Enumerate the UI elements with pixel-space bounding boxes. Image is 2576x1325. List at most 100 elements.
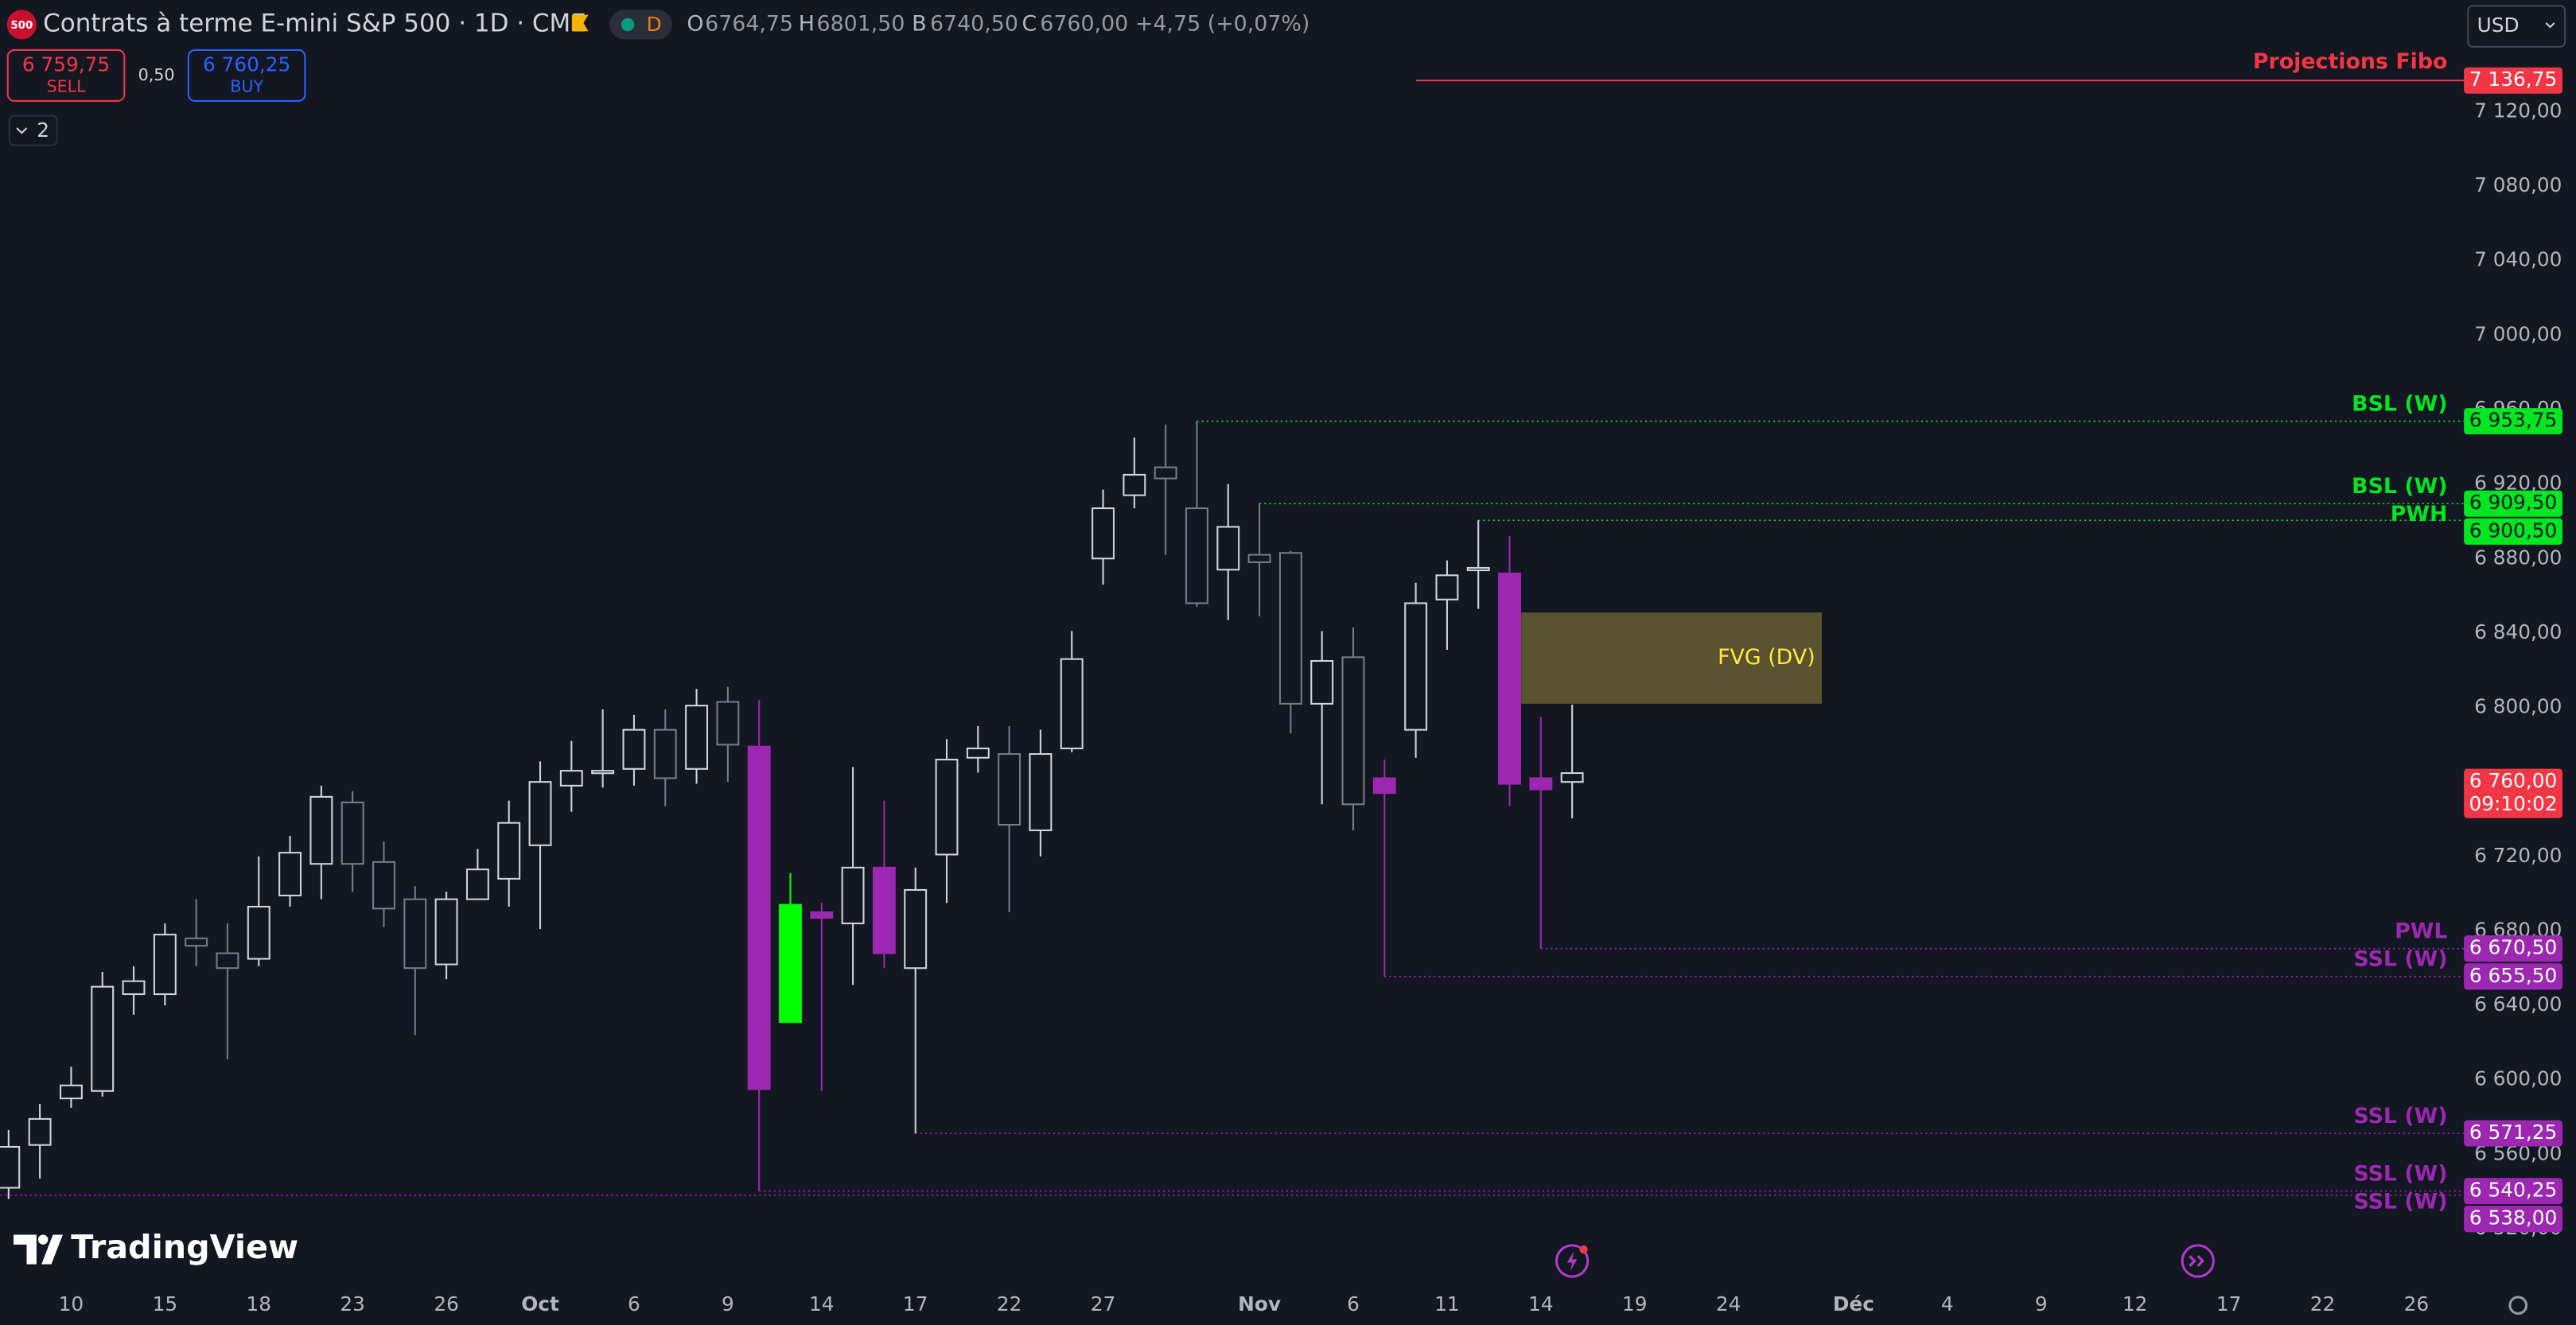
x-tick-label: 22 bbox=[997, 1292, 1022, 1315]
ohlc-label: H bbox=[799, 11, 815, 36]
candle-body bbox=[153, 934, 177, 996]
candle-body bbox=[1123, 473, 1146, 496]
level-label: SSL (W) bbox=[2353, 1161, 2447, 1186]
level-label: BSL (W) bbox=[2352, 391, 2447, 416]
ohlc-value: 6740,50 bbox=[930, 11, 1018, 36]
candle-body bbox=[591, 770, 615, 775]
level-tag bbox=[2464, 408, 2563, 435]
buy-button[interactable] bbox=[187, 49, 306, 102]
event-icon-glyph bbox=[1566, 1251, 1578, 1271]
candle-body bbox=[1060, 658, 1084, 750]
level-tag-label: 6 909,50 bbox=[2469, 491, 2557, 514]
flag-icon[interactable] bbox=[571, 14, 589, 32]
ohlc-label: O bbox=[687, 11, 703, 36]
time-axis: 10 15 18 23 26 Oct 6 9 14 17 22 27 Nov 6 11 14 19 24 Déc 4 9… bbox=[59, 1292, 2430, 1315]
level-tag-label: 6 670,50 bbox=[2469, 936, 2557, 959]
sell-button[interactable] bbox=[6, 49, 126, 102]
x-tick-label: 23 bbox=[340, 1292, 365, 1315]
candle-body bbox=[1278, 552, 1302, 705]
candle-body bbox=[622, 729, 646, 770]
event-badge bbox=[1579, 1245, 1588, 1254]
candle-body bbox=[1466, 566, 1490, 572]
status-dot bbox=[621, 17, 635, 32]
candle-body bbox=[1247, 554, 1271, 563]
level-label: PWL bbox=[2395, 919, 2447, 944]
candle-body bbox=[559, 770, 583, 787]
chevron-icon bbox=[2545, 22, 2555, 29]
y-tick-label: 6 720,00 bbox=[2474, 844, 2562, 867]
candle-body bbox=[340, 801, 364, 865]
currency-select[interactable] bbox=[2467, 5, 2566, 48]
sell-label: SELL bbox=[47, 76, 87, 95]
event-icon[interactable] bbox=[1555, 1244, 1590, 1278]
status-pill[interactable] bbox=[609, 10, 672, 40]
candle-body bbox=[841, 866, 865, 925]
x-tick-label: 22 bbox=[2310, 1292, 2336, 1315]
y-tick-label: 6 600,00 bbox=[2474, 1067, 2562, 1090]
candle-body bbox=[810, 911, 834, 919]
level-label: PWH bbox=[2391, 502, 2448, 527]
candle-body bbox=[1310, 659, 1334, 705]
brand-logo bbox=[13, 1234, 63, 1265]
candle-body bbox=[309, 795, 333, 865]
x-tick-label: Nov bbox=[1238, 1292, 1281, 1315]
candle-body bbox=[247, 905, 270, 960]
candle-body bbox=[403, 898, 427, 969]
x-tick-label: 17 bbox=[2216, 1292, 2242, 1315]
event-icon[interactable] bbox=[2181, 1244, 2215, 1278]
plot: FVG (DV) Projections Fibo BSL (W) BSL (W) PW… bbox=[0, 49, 2465, 1214]
level-tag-label: 6 900,50 bbox=[2469, 519, 2557, 542]
candle-body bbox=[1185, 507, 1208, 604]
fibo-label: Projections Fibo bbox=[2253, 49, 2448, 74]
level-label: SSL (W) bbox=[2353, 1190, 2447, 1214]
y-tick-label: 7 120,00 bbox=[2474, 99, 2562, 122]
x-tick-label: 17 bbox=[903, 1292, 928, 1315]
candle-body bbox=[966, 748, 990, 759]
x-tick-label: 26 bbox=[2404, 1292, 2430, 1315]
ohlc-value: 6801,50 bbox=[817, 11, 905, 36]
x-tick-label: 27 bbox=[1091, 1292, 1116, 1315]
ohlc-label: C bbox=[1022, 11, 1037, 36]
symbol-logo bbox=[6, 10, 37, 40]
candle-body bbox=[716, 701, 740, 746]
x-tick-label: 9 bbox=[722, 1292, 734, 1315]
countdown: 09:10:02 bbox=[2469, 792, 2557, 815]
level-tag-label: 6 655,50 bbox=[2469, 964, 2557, 987]
x-tick-label: Oct bbox=[521, 1292, 559, 1315]
fvg-label: FVG (DV) bbox=[1718, 645, 1815, 670]
candle-body bbox=[185, 937, 208, 947]
candle-body bbox=[998, 753, 1021, 826]
brand-name: TradingView bbox=[71, 1228, 298, 1266]
settings-icon[interactable] bbox=[2508, 1296, 2528, 1315]
candle-body bbox=[434, 898, 458, 966]
x-tick-label: 6 bbox=[628, 1292, 640, 1315]
x-tick-label: 11 bbox=[1434, 1292, 1460, 1315]
level-tag bbox=[2464, 935, 2563, 962]
candle-body bbox=[1498, 572, 1521, 785]
x-tick-label: 12 bbox=[2123, 1292, 2148, 1315]
buy-label: BUY bbox=[230, 76, 263, 95]
level-tag bbox=[2464, 518, 2563, 545]
symbol-title[interactable]: Contrats à terme E-mini S&P 500 · 1D · C… bbox=[43, 9, 586, 37]
ohlc-value: 6764,75 bbox=[705, 11, 793, 36]
level-tag-label: 6 953,75 bbox=[2469, 409, 2557, 432]
candle-body bbox=[1435, 574, 1459, 600]
y-tick-label: 7 000,00 bbox=[2474, 322, 2562, 345]
candle-body bbox=[747, 745, 771, 1090]
y-tick-label: 6 880,00 bbox=[2474, 546, 2562, 569]
candle-body bbox=[904, 888, 928, 969]
candle-body bbox=[465, 868, 489, 900]
candle-body bbox=[1560, 772, 1584, 783]
level-label: SSL (W) bbox=[2353, 947, 2447, 972]
indicators-toggle[interactable] bbox=[8, 115, 58, 146]
y-tick-label: 6 640,00 bbox=[2474, 993, 2562, 1016]
candle-body bbox=[653, 729, 677, 779]
x-tick-label: 15 bbox=[153, 1292, 178, 1315]
candle-body bbox=[1154, 466, 1177, 480]
level-tag bbox=[2464, 1120, 2563, 1147]
candle-body bbox=[779, 903, 802, 1024]
level-label: BSL (W) bbox=[2352, 474, 2447, 499]
candle-body bbox=[872, 866, 896, 954]
